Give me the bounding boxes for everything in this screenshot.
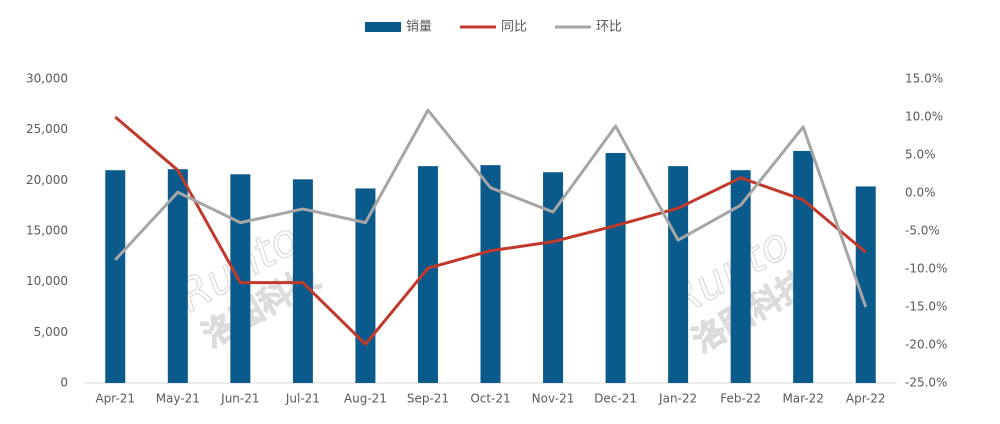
y2-tick-label: 0.0%	[905, 186, 936, 200]
line	[114, 108, 868, 308]
x-tick-label: Dec-21	[594, 392, 637, 406]
y-tick-label: 25,000	[26, 122, 68, 136]
bar	[605, 152, 626, 383]
bar	[793, 150, 814, 383]
y-tick-label: 10,000	[26, 274, 68, 288]
y-tick-label: 5,000	[34, 325, 68, 339]
y-tick-label: 20,000	[26, 173, 68, 187]
bar	[292, 179, 313, 383]
legend-swatch	[365, 22, 401, 32]
bar	[230, 174, 251, 383]
bar	[167, 169, 188, 383]
x-tick-label: Aug-21	[344, 392, 387, 406]
y2-tick-label: -5.0%	[905, 224, 940, 238]
legend-label: 销量	[406, 20, 432, 35]
bar	[543, 172, 564, 383]
x-tick-label: May-21	[156, 392, 200, 406]
x-tick-label: Jan-22	[658, 392, 697, 406]
y2-tick-label: 5.0%	[905, 148, 936, 162]
x-tick-label: Apr-22	[846, 392, 886, 406]
y2-tick-label: 10.0%	[905, 110, 943, 124]
x-tick-label: Jul-21	[285, 392, 320, 406]
x-tick-label: Jun-21	[220, 392, 259, 406]
y2-tick-label: -25.0%	[905, 376, 947, 390]
bar	[855, 186, 876, 383]
x-tick-label: Nov-21	[532, 392, 575, 406]
x-tick-label: Sep-21	[407, 392, 449, 406]
legend-label: 同比	[501, 20, 527, 35]
x-tick-label: Apr-21	[95, 392, 135, 406]
bar	[480, 165, 501, 383]
y-tick-label: 30,000	[26, 72, 68, 86]
line	[114, 115, 867, 346]
bar	[417, 166, 438, 383]
bar	[668, 166, 689, 383]
y-tick-label: 0	[60, 376, 68, 390]
y2-tick-label: -20.0%	[905, 338, 947, 352]
x-tick-label: Feb-22	[720, 392, 761, 406]
legend-label: 环比	[596, 20, 622, 35]
y-tick-label: 15,000	[26, 224, 68, 238]
bar	[730, 170, 751, 383]
x-tick-label: Oct-21	[470, 392, 510, 406]
y2-tick-label: 15.0%	[905, 72, 943, 86]
bar	[105, 170, 126, 383]
bar	[355, 188, 376, 383]
y2-tick-label: -15.0%	[905, 300, 947, 314]
x-tick-label: Mar-22	[782, 392, 823, 406]
y2-tick-label: -10.0%	[905, 262, 947, 276]
